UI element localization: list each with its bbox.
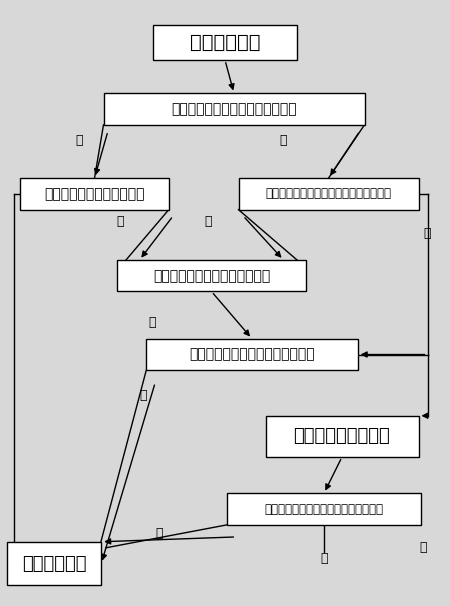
Text: 分析系统判断末倍尺长度是否达标: 分析系统判断末倍尺长度是否达标 <box>189 347 315 362</box>
Text: 否: 否 <box>279 134 287 147</box>
Text: 是: 是 <box>155 527 163 540</box>
Text: 继续钢材轧制: 继续钢材轧制 <box>22 554 86 573</box>
Text: 是: 是 <box>423 227 431 240</box>
Text: 否: 否 <box>419 541 427 554</box>
Text: 坯料跟踪系统跟踪验证末倍尺是否达标: 坯料跟踪系统跟踪验证末倍尺是否达标 <box>265 502 383 516</box>
Text: 对钢坯重量进行调整: 对钢坯重量进行调整 <box>293 427 391 445</box>
Text: 分析系统计算末倍尺长度是否达标: 分析系统计算末倍尺长度是否达标 <box>171 102 297 116</box>
Bar <box>20 178 169 210</box>
Bar <box>7 542 101 585</box>
Bar <box>153 25 297 60</box>
Bar <box>238 178 418 210</box>
Bar <box>227 493 421 525</box>
Text: 再次取样测量成品尺寸和负偏差是否达标: 再次取样测量成品尺寸和负偏差是否达标 <box>266 187 392 201</box>
Text: 成品尺寸和负偏差是否达标: 成品尺寸和负偏差是否达标 <box>44 187 145 201</box>
Bar <box>117 260 306 291</box>
Text: 倍尺取样测量: 倍尺取样测量 <box>190 33 260 52</box>
Text: 否: 否 <box>116 215 124 228</box>
Text: 对成品尺寸及负偏差调整至达标: 对成品尺寸及负偏差调整至达标 <box>153 268 270 283</box>
Bar <box>104 93 365 125</box>
Text: 是: 是 <box>76 134 83 147</box>
Text: 否: 否 <box>320 551 328 565</box>
Bar <box>266 416 418 457</box>
Text: 是: 是 <box>140 388 147 402</box>
Bar <box>146 339 358 370</box>
Text: 是: 是 <box>148 316 156 329</box>
Text: 否: 否 <box>205 215 212 228</box>
